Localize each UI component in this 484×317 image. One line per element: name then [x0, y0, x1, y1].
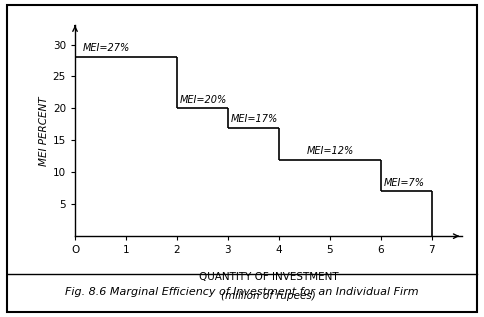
- Text: Fig. 8.6 Marginal Efficiency of Investment for an Individual Firm: Fig. 8.6 Marginal Efficiency of Investme…: [65, 287, 419, 297]
- Text: QUANTITY OF INVESTMENT: QUANTITY OF INVESTMENT: [199, 272, 338, 282]
- Y-axis label: MEI PERCENT: MEI PERCENT: [39, 96, 48, 165]
- Text: MEI=20%: MEI=20%: [180, 94, 227, 105]
- Text: (million of rupees): (million of rupees): [221, 291, 316, 301]
- Text: MEI=7%: MEI=7%: [383, 178, 424, 188]
- Text: MEI=12%: MEI=12%: [307, 146, 354, 156]
- Text: MEI=27%: MEI=27%: [83, 43, 130, 54]
- Text: MEI=17%: MEI=17%: [230, 114, 278, 124]
